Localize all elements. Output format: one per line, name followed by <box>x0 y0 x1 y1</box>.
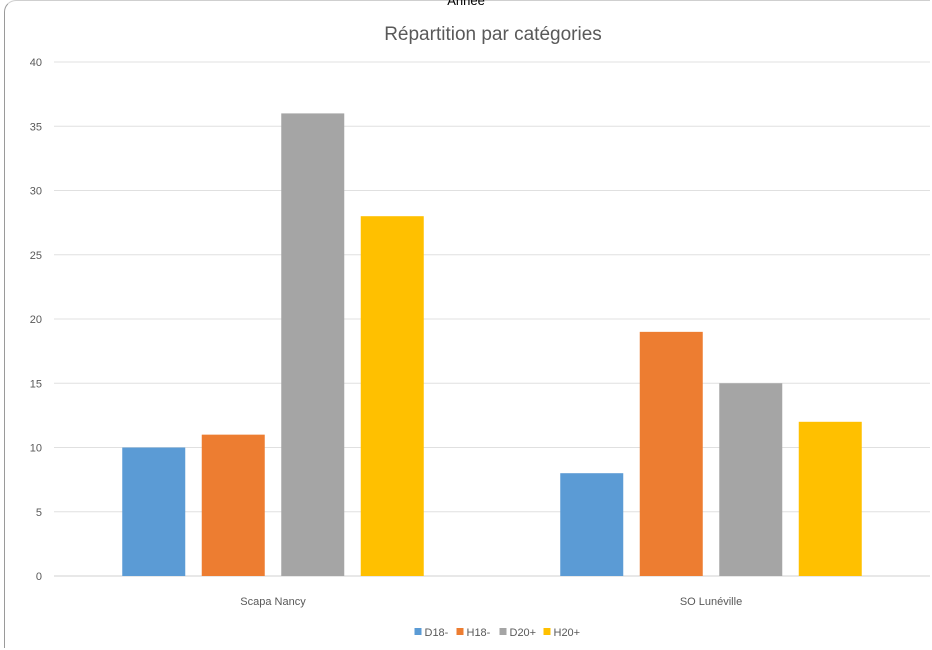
bar-D18--Scapa Nancy <box>122 447 186 576</box>
y-tick-label: 0 <box>36 571 42 583</box>
legend-label: H20+ <box>554 627 581 639</box>
y-tick-label: 30 <box>30 186 42 198</box>
bar-H20+-SO Lunéville <box>798 421 862 576</box>
legend-label: D18- <box>425 627 449 639</box>
legend-swatch-H20+ <box>543 628 551 635</box>
x-category-label: SO Lunéville <box>680 596 742 608</box>
legend-swatch-D18- <box>414 628 422 635</box>
x-category-label: Scapa Nancy <box>240 596 306 608</box>
legend-swatch-H18- <box>456 628 464 635</box>
bars <box>122 113 862 577</box>
bar-H20+-Scapa Nancy <box>360 216 424 576</box>
legend-label: H18- <box>467 627 491 639</box>
gridlines <box>54 61 930 577</box>
y-tick-label: 5 <box>36 507 42 519</box>
chart-title: Répartition par catégories <box>384 24 602 45</box>
y-tick-label: 10 <box>30 443 42 455</box>
y-axis-ticks: 0 5 10 15 20 25 30 35 40 <box>30 57 42 583</box>
chart-frame <box>4 0 930 648</box>
bar-D20+-Scapa Nancy <box>281 113 345 577</box>
bar-D20+-SO Lunéville <box>719 383 783 576</box>
x-axis-categories: Scapa Nancy SO Lunéville <box>240 596 742 608</box>
legend-label: D20+ <box>510 627 537 639</box>
header-label: Année <box>447 0 485 8</box>
y-tick-label: 20 <box>30 314 42 326</box>
legend: D18- H18- D20+ H20+ <box>414 627 581 639</box>
y-tick-label: 40 <box>30 57 42 69</box>
y-tick-label: 35 <box>30 121 42 133</box>
bar-H18--SO Lunéville <box>639 331 703 576</box>
y-tick-label: 15 <box>30 378 42 390</box>
legend-swatch-D20+ <box>499 628 507 635</box>
y-tick-label: 25 <box>30 250 42 262</box>
bar-H18--Scapa Nancy <box>201 434 265 576</box>
bar-D18--SO Lunéville <box>560 473 624 576</box>
